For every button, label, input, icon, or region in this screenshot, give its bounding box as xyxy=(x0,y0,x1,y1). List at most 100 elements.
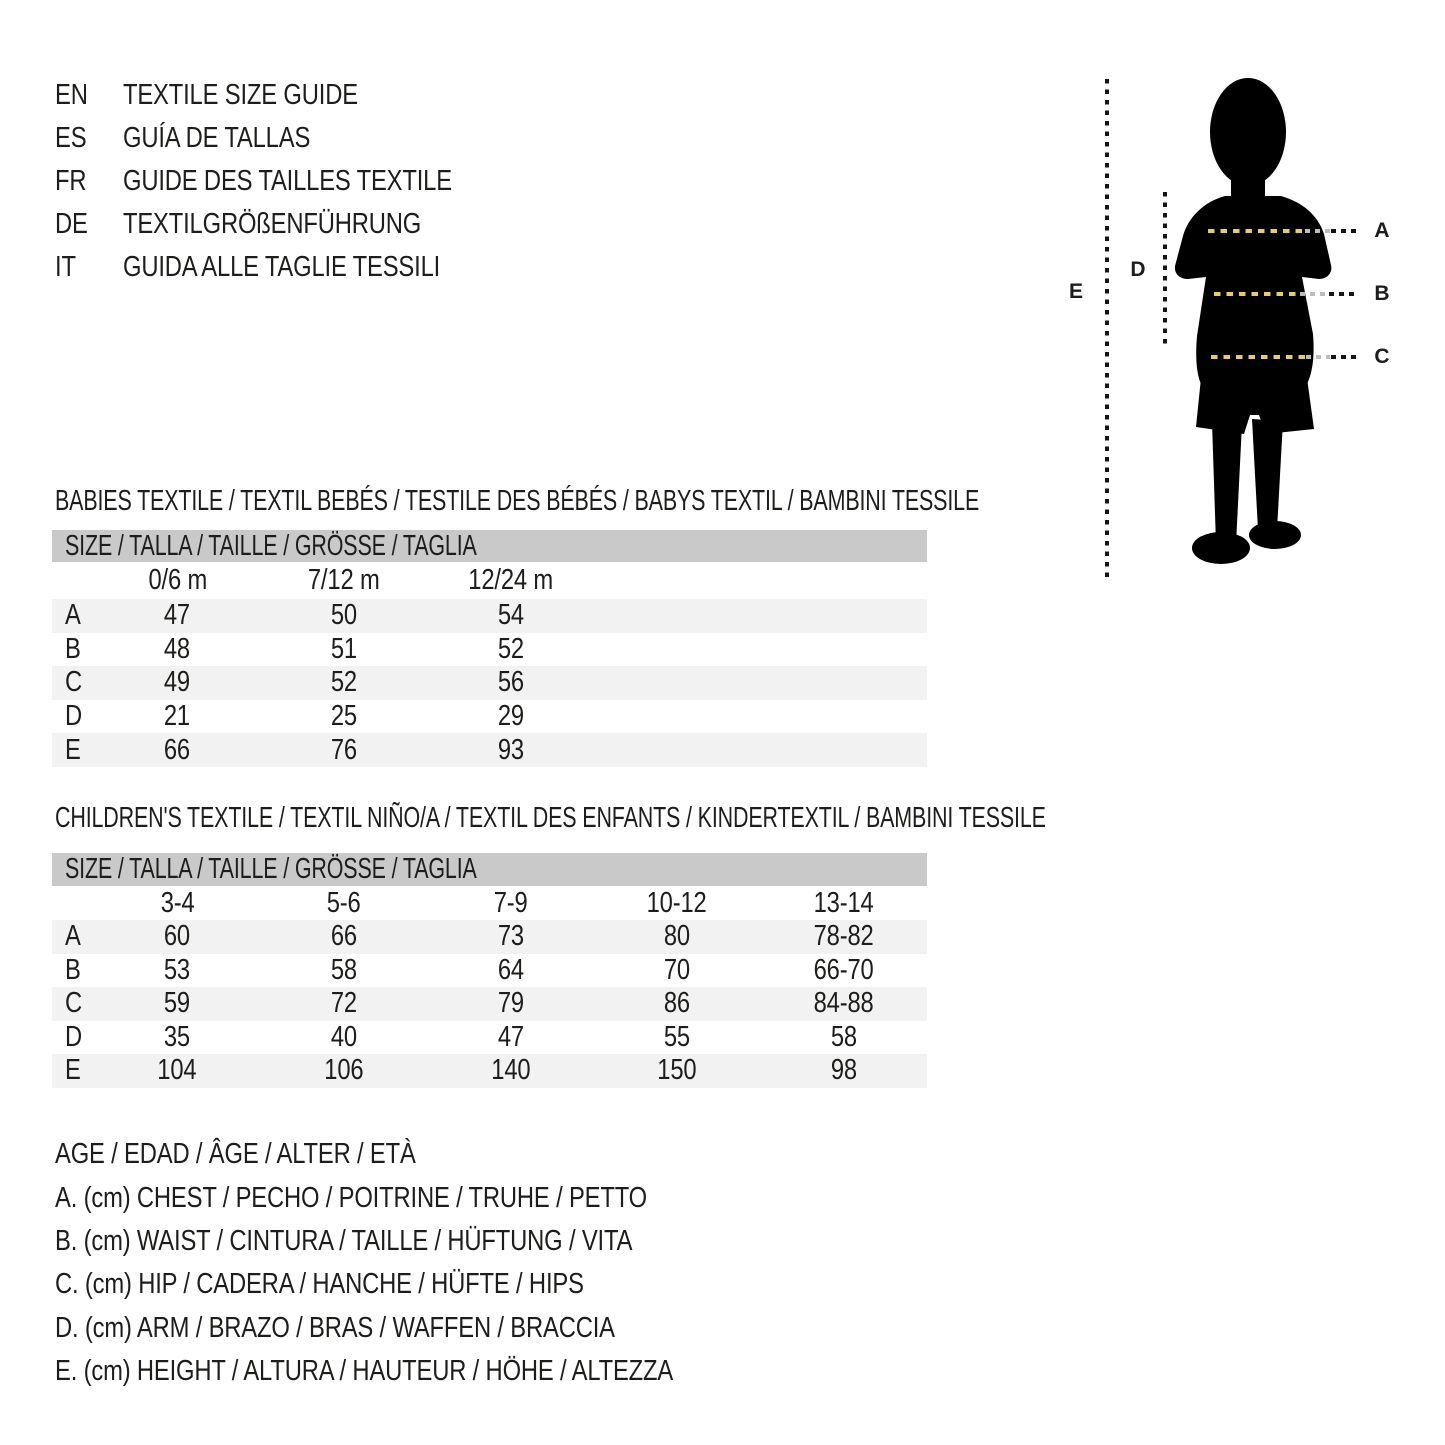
arm-measure-line-d xyxy=(1163,192,1167,347)
cell: 66-70 xyxy=(813,953,874,986)
cell: 47 xyxy=(497,1020,524,1053)
figure-label-e: E xyxy=(1068,280,1083,303)
legend-hip: C. (cm) HIP / CADERA / HANCHE / HÜFTE / … xyxy=(55,1268,584,1301)
cell: 70 xyxy=(664,953,691,986)
row-label: A xyxy=(65,920,81,953)
column-header: 7-9 xyxy=(493,886,528,919)
cell: 51 xyxy=(330,632,357,665)
cell: 40 xyxy=(330,1020,357,1053)
column-header: 0/6 m xyxy=(147,564,207,596)
measurement-legend: AGE / EDAD / ÂGE / ALTER / ETÀ A. (cm) C… xyxy=(55,1133,809,1393)
hip-measure-line-c-yellow xyxy=(1211,355,1305,359)
cell: 58 xyxy=(330,953,357,986)
hip-measure-line-c-fade xyxy=(1306,355,1330,359)
cell: 52 xyxy=(330,666,357,699)
language-code-fr: FR xyxy=(55,165,87,197)
cell: 59 xyxy=(164,987,191,1020)
figure-label-a: A xyxy=(1374,219,1390,242)
cell: 104 xyxy=(157,1054,197,1087)
language-row-de: DE TEXTILGRÖßENFÜHRUNG xyxy=(55,203,524,246)
children-row-b: B 53 58 64 70 66-70 xyxy=(52,954,927,988)
cell: 21 xyxy=(164,700,191,733)
cell: 66 xyxy=(330,920,357,953)
row-label: D xyxy=(65,700,83,733)
hip-measure-line-c-leader xyxy=(1331,355,1358,359)
babies-size-header-text: SIZE / TALLA / TAILLE / GRÖSSE / TAGLIA xyxy=(65,529,477,562)
cell: 48 xyxy=(164,632,191,665)
cell: 53 xyxy=(164,953,191,986)
figure-label-c: C xyxy=(1374,345,1390,368)
cell: 25 xyxy=(330,700,357,733)
children-row-e: E 104 106 140 150 98 xyxy=(52,1054,927,1088)
children-size-header-bar: SIZE / TALLA / TAILLE / GRÖSSE / TAGLIA xyxy=(52,853,927,886)
column-header: 10-12 xyxy=(647,886,708,919)
cell: 56 xyxy=(497,666,524,699)
children-size-table: SIZE / TALLA / TAILLE / GRÖSSE / TAGLIA … xyxy=(52,853,927,1088)
cell: 64 xyxy=(497,953,524,986)
waist-measure-line-b-leader xyxy=(1329,292,1358,296)
language-row-it: IT GUIDA ALLE TAGLIE TESSILI xyxy=(55,246,524,289)
cell: 76 xyxy=(330,733,357,766)
column-header: 3-4 xyxy=(160,886,195,919)
babies-section-title: BABIES TEXTILE / TEXTIL BEBÉS / TESTILE … xyxy=(55,485,980,517)
cell: 35 xyxy=(164,1020,191,1053)
chest-measure-line-a-yellow xyxy=(1208,229,1304,233)
waist-measure-line-b-fade xyxy=(1300,292,1328,296)
column-header: 13-14 xyxy=(813,886,874,919)
page-title-de: TEXTILGRÖßENFÜHRUNG xyxy=(123,208,422,240)
column-header: 12/24 m xyxy=(468,564,553,596)
language-row-en: EN TEXTILE SIZE GUIDE xyxy=(55,74,524,117)
column-header: 5-6 xyxy=(326,886,361,919)
row-label: D xyxy=(65,1020,83,1053)
legend-height: E. (cm) HEIGHT / ALTURA / HAUTEUR / HÖHE… xyxy=(55,1355,674,1388)
cell: 98 xyxy=(830,1054,857,1087)
chest-measure-line-a-fade xyxy=(1305,229,1330,233)
figure-label-d: D xyxy=(1130,258,1146,281)
language-code-de: DE xyxy=(55,208,88,240)
page-title-es: GUÍA DE TALLAS xyxy=(123,122,311,154)
column-header: 7/12 m xyxy=(308,564,380,596)
row-label: A xyxy=(65,599,81,632)
legend-waist: B. (cm) WAIST / CINTURA / TAILLE / HÜFTU… xyxy=(55,1224,633,1257)
children-section-title: CHILDREN'S TEXTILE / TEXTIL NIÑO/A / TEX… xyxy=(55,802,1046,834)
row-label: B xyxy=(65,953,81,986)
child-silhouette-figure xyxy=(1175,78,1332,564)
cell: 66 xyxy=(164,733,191,766)
language-title-block: EN TEXTILE SIZE GUIDE ES GUÍA DE TALLAS … xyxy=(55,74,524,289)
cell: 50 xyxy=(330,599,357,632)
cell: 55 xyxy=(664,1020,691,1053)
waist-measure-line-b-yellow xyxy=(1214,292,1298,296)
children-row-c: C 59 72 79 86 84-88 xyxy=(52,987,927,1021)
row-label: C xyxy=(65,666,83,699)
cell: 72 xyxy=(330,987,357,1020)
chest-measure-line-a-leader xyxy=(1331,229,1360,233)
language-code-it: IT xyxy=(55,251,76,283)
cell: 79 xyxy=(497,987,524,1020)
babies-row-e: E 66 76 93 xyxy=(52,733,927,767)
cell: 29 xyxy=(497,700,524,733)
cell: 54 xyxy=(497,599,524,632)
children-column-header-row: 3-4 5-6 7-9 10-12 13-14 xyxy=(52,886,927,920)
language-row-fr: FR GUIDE DES TAILLES TEXTILE xyxy=(55,160,524,203)
cell: 150 xyxy=(657,1054,697,1087)
children-row-a: A 60 66 73 80 78-82 xyxy=(52,920,927,954)
legend-age: AGE / EDAD / ÂGE / ALTER / ETÀ xyxy=(55,1138,416,1171)
babies-column-header-row: 0/6 m 7/12 m 12/24 m xyxy=(52,562,927,599)
children-size-header-text: SIZE / TALLA / TAILLE / GRÖSSE / TAGLIA xyxy=(65,853,477,885)
cell: 86 xyxy=(664,987,691,1020)
cell: 93 xyxy=(497,733,524,766)
cell: 60 xyxy=(164,920,191,953)
babies-row-d: D 21 25 29 xyxy=(52,700,927,734)
legend-chest: A. (cm) CHEST / PECHO / POITRINE / TRUHE… xyxy=(55,1181,647,1214)
babies-size-header-bar: SIZE / TALLA / TAILLE / GRÖSSE / TAGLIA xyxy=(52,530,927,562)
figure-label-b: B xyxy=(1374,282,1390,305)
row-label: E xyxy=(65,733,81,766)
cell: 58 xyxy=(830,1020,857,1053)
cell: 106 xyxy=(324,1054,364,1087)
cell: 80 xyxy=(664,920,691,953)
babies-row-b: B 48 51 52 xyxy=(52,633,927,667)
page-title-en: TEXTILE SIZE GUIDE xyxy=(123,79,358,111)
babies-size-table: SIZE / TALLA / TAILLE / GRÖSSE / TAGLIA … xyxy=(52,530,927,767)
cell: 78-82 xyxy=(813,920,874,953)
row-label: C xyxy=(65,987,83,1020)
